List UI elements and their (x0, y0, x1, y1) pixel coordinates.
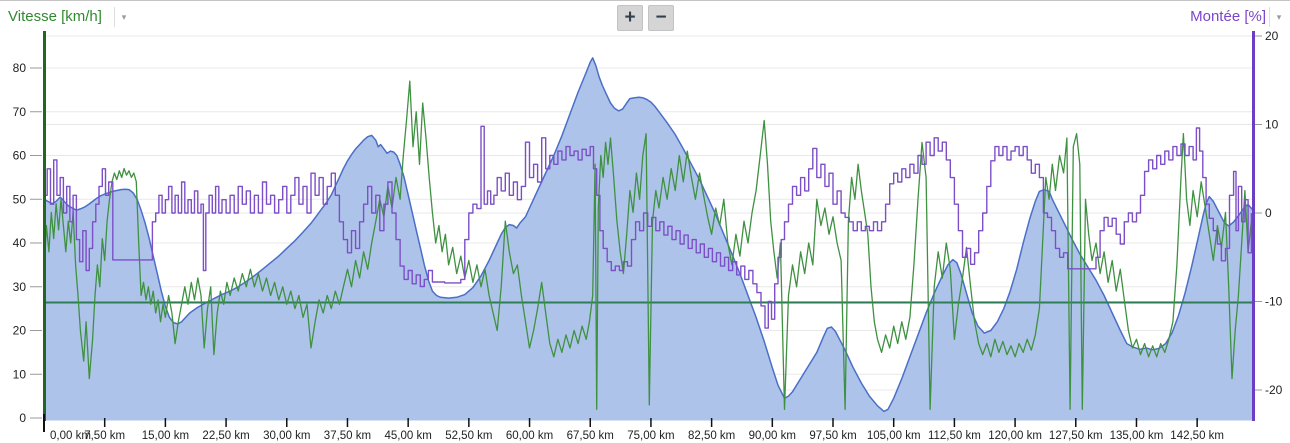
x-axis-tick-label: 67,50 km (567, 430, 614, 442)
x-axis-tick-label: 127,50 km (1049, 430, 1103, 442)
x-axis-tick-label: 142,50 km (1170, 430, 1224, 442)
x-axis-tick-label: 37,50 km (324, 430, 371, 442)
x-axis-tick-label: 82,50 km (688, 430, 735, 442)
x-axis-tick-label: 75,00 km (627, 430, 674, 442)
zoom-controls: + − (617, 5, 674, 31)
x-axis-tick-label: 120,00 km (988, 430, 1042, 442)
chevron-down-icon: ▾ (121, 12, 127, 22)
elevation-area (44, 57, 1253, 421)
x-axis-tick-label: 135,00 km (1110, 430, 1164, 442)
x-axis-tick-label: 112,50 km (928, 430, 981, 442)
right-axis-tick-label: 20 (1265, 29, 1279, 43)
right-series-dropdown-button[interactable]: ▾ (1269, 7, 1288, 27)
x-axis-tick-label: 105,00 km (867, 430, 921, 442)
left-axis-tick-label: 70 (13, 105, 27, 119)
right-axis-tick-label: -10 (1265, 295, 1283, 309)
left-axis-tick-label: 50 (13, 192, 27, 206)
elevation-outline (43, 57, 1254, 413)
left-axis-tick-label: 20 (13, 324, 27, 338)
x-axis-tick-label: 7,50 km (84, 430, 125, 442)
x-axis-tick-label: 22,50 km (202, 430, 249, 442)
x-axis-tick-label: 90,00 km (749, 430, 796, 442)
x-axis-tick-label: 97,50 km (809, 430, 856, 442)
chevron-down-icon: ▾ (1276, 12, 1282, 22)
x-axis-tick-label: 15,00 km (142, 430, 189, 442)
x-axis-tick-label: 52,50 km (445, 430, 492, 442)
left-series-dropdown-button[interactable]: ▾ (114, 7, 133, 27)
left-axis-tick-label: 0 (19, 411, 26, 425)
left-axis-tick-label: 30 (13, 280, 27, 294)
right-axis-tick-label: 0 (1265, 206, 1272, 220)
zoom-in-button[interactable]: + (617, 5, 643, 31)
zoom-out-button[interactable]: − (648, 5, 674, 31)
left-axis-series-label: Vitesse [km/h] (8, 8, 102, 25)
gradient-step-line (44, 125, 1253, 329)
right-axis-series-label: Montée [%] (1190, 8, 1266, 25)
left-axis-tick-label: 40 (13, 236, 27, 250)
speed-line (43, 80, 1253, 410)
x-axis-tick-label: 45,00 km (385, 430, 432, 442)
left-axis-tick-label: 60 (13, 149, 27, 163)
x-axis-tick-label: 0,00 km (50, 430, 91, 442)
left-axis-tick-label: 10 (13, 367, 27, 381)
right-axis-tick-label: -20 (1265, 383, 1283, 397)
left-axis-tick-label: 80 (13, 61, 27, 75)
right-axis-tick-label: 10 (1265, 118, 1279, 132)
x-axis-tick-label: 60,00 km (506, 430, 553, 442)
x-axis-tick-label: 30,00 km (263, 430, 310, 442)
